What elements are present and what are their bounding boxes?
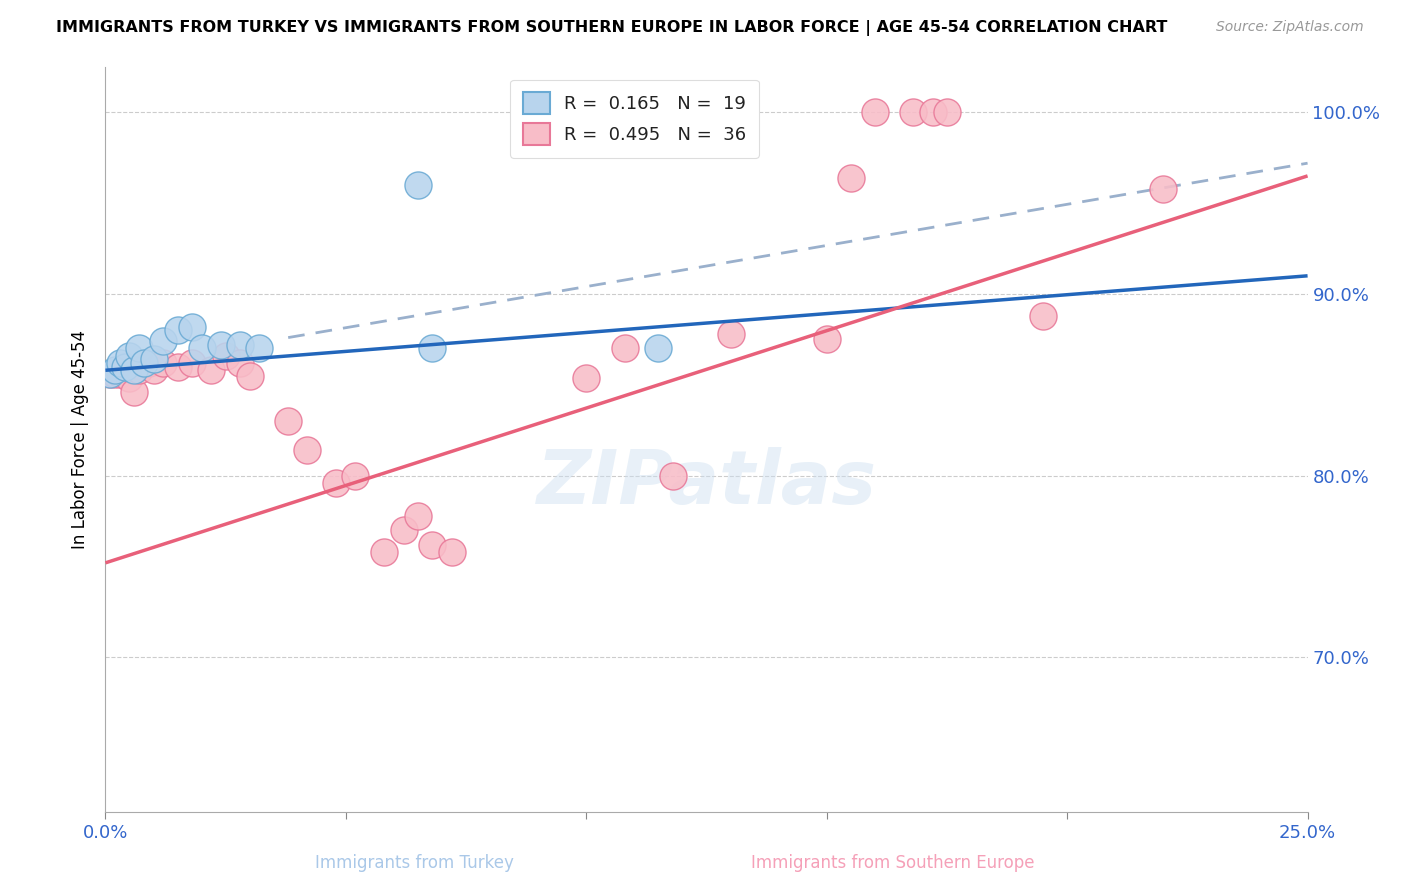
Point (373, 545, 395, 559)
Point (142, 363, 165, 377)
Point (1032, 309, 1054, 323)
Point (166, 323, 188, 337)
Point (325, 475, 347, 490)
Point (138, 356, 160, 370)
Point (200, 363, 222, 377)
Point (104, 367, 127, 381)
Point (247, 342, 270, 356)
Point (1152, 181, 1174, 195)
Point (344, 468, 367, 483)
Point (118, 349, 141, 363)
Point (98, 367, 121, 381)
Point (239, 368, 262, 383)
Point (720, 326, 742, 341)
Point (392, 523, 415, 537)
Point (142, 352, 165, 367)
Point (124, 363, 146, 377)
Point (181, 319, 204, 334)
Point (613, 342, 636, 356)
Point (921, 105, 943, 120)
Y-axis label: In Labor Force | Age 45-54: In Labor Force | Age 45-54 (72, 330, 90, 549)
Point (114, 359, 136, 374)
Point (277, 414, 299, 428)
Text: ZIPatlas: ZIPatlas (537, 448, 876, 521)
Point (209, 338, 232, 352)
Point (406, 178, 429, 192)
Point (406, 508, 429, 523)
Point (422, 342, 444, 356)
Point (132, 356, 155, 370)
Point (108, 356, 131, 370)
Text: Source: ZipAtlas.com: Source: ZipAtlas.com (1216, 20, 1364, 34)
Legend: R =  0.165   N =  19, R =  0.495   N =  36: R = 0.165 N = 19, R = 0.495 N = 36 (510, 79, 759, 158)
Point (297, 443, 319, 458)
Point (440, 545, 463, 559)
Point (422, 538, 444, 552)
Point (108, 367, 131, 381)
Point (229, 338, 252, 352)
Point (575, 370, 598, 384)
Point (152, 356, 174, 370)
Point (863, 105, 886, 120)
Point (662, 468, 685, 483)
Point (128, 342, 150, 356)
Point (104, 363, 127, 377)
Point (166, 359, 188, 374)
Point (839, 170, 862, 185)
Text: IMMIGRANTS FROM TURKEY VS IMMIGRANTS FROM SOUTHERN EUROPE IN LABOR FORCE | AGE 4: IMMIGRANTS FROM TURKEY VS IMMIGRANTS FRO… (56, 20, 1167, 36)
Point (181, 356, 204, 370)
Text: Immigrants from Southern Europe: Immigrants from Southern Europe (751, 855, 1035, 872)
Point (152, 334, 174, 349)
Point (128, 363, 150, 377)
Point (190, 342, 212, 356)
Point (647, 342, 669, 356)
Text: Immigrants from Turkey: Immigrants from Turkey (315, 855, 515, 872)
Point (214, 349, 236, 363)
Point (124, 385, 146, 400)
Point (815, 332, 838, 346)
Point (98, 367, 121, 381)
Point (903, 105, 925, 120)
Point (936, 105, 959, 120)
Point (118, 370, 141, 384)
Point (229, 356, 252, 370)
